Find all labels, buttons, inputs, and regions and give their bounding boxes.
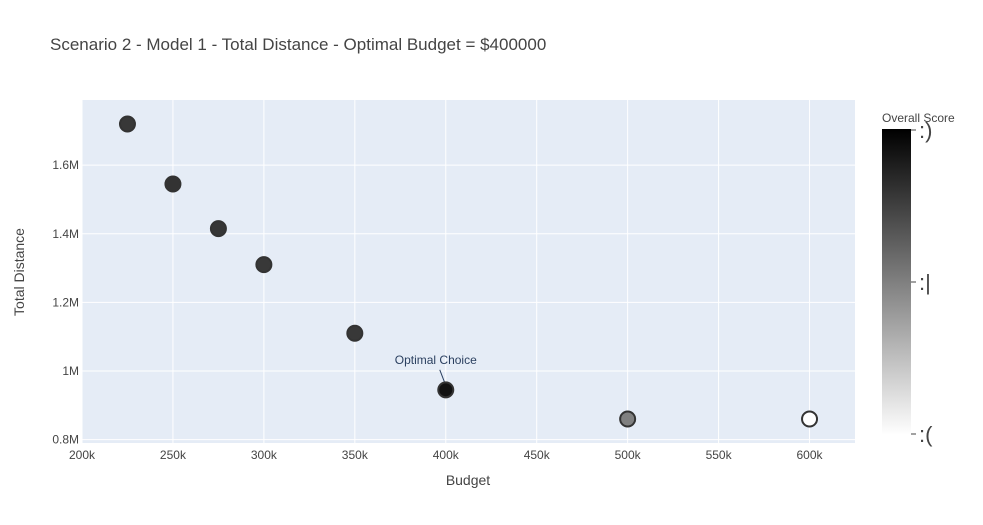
scatter-point	[164, 175, 182, 193]
x-tick-label: 350k	[342, 448, 369, 462]
colorbar-label-happy: :)	[919, 118, 932, 143]
scatter-point	[209, 220, 227, 238]
x-tick-label: 250k	[160, 448, 187, 462]
scatter-point	[255, 256, 273, 274]
colorbar-label-sad: :(	[919, 422, 933, 447]
x-tick-label: 600k	[797, 448, 824, 462]
colorbar-label-neutral: :|	[919, 270, 931, 295]
optimal-choice-annotation: Optimal Choice	[395, 353, 477, 384]
x-tick-label: 500k	[615, 448, 642, 462]
y-tick-label: 1M	[62, 364, 79, 378]
x-tick-label: 300k	[251, 448, 278, 462]
y-tick-label: 1.6M	[52, 158, 79, 172]
scatter-point	[437, 381, 455, 399]
scatter-point	[346, 324, 364, 342]
x-axis-title: Budget	[446, 472, 490, 488]
x-tick-label: 450k	[524, 448, 551, 462]
y-axis-title: Total Distance	[11, 228, 27, 316]
colorbar-gradient	[882, 129, 911, 435]
chart-title: Scenario 2 - Model 1 - Total Distance - …	[50, 35, 546, 54]
colorbar-title: Overall Score	[882, 111, 955, 125]
y-tick-label: 1.2M	[52, 295, 79, 309]
x-tick-label: 400k	[433, 448, 460, 462]
y-gridlines	[82, 164, 855, 441]
scatter-point	[118, 115, 136, 133]
y-tick-labels: 0.8M 1M 1.2M 1.4M 1.6M	[52, 158, 79, 446]
x-gridlines	[81, 100, 811, 443]
plot-area	[82, 100, 855, 443]
x-tick-labels: 200k 250k 300k 350k 400k 450k 500k 550k 600k	[69, 448, 824, 462]
y-tick-label: 0.8M	[52, 433, 79, 447]
scatter-point	[801, 410, 819, 428]
x-tick-label: 200k	[69, 448, 96, 462]
annotation-label: Optimal Choice	[395, 353, 477, 367]
y-tick-label: 1.4M	[52, 227, 79, 241]
scatter-points	[118, 115, 819, 428]
annotation-arrow	[439, 369, 446, 384]
x-tick-label: 550k	[706, 448, 733, 462]
colorbar: Overall Score :) :| :(	[882, 111, 955, 447]
scatter-point	[619, 410, 637, 428]
